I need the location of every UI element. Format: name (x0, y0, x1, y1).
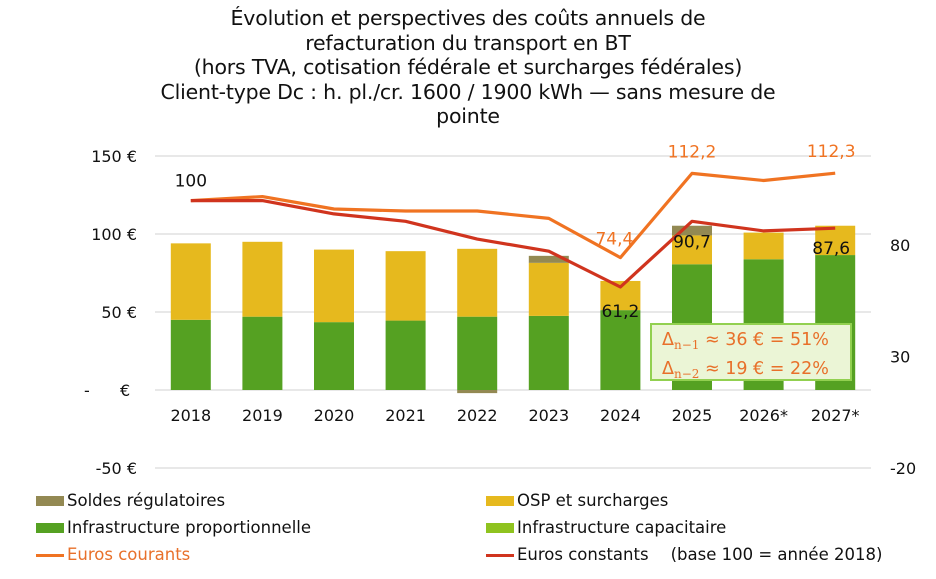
data-label: 61,2 (601, 302, 639, 322)
bar-infrastructure-proportionnelle-2021 (385, 320, 426, 390)
delta-subscript: n−2 (673, 367, 700, 381)
data-label: 87,6 (812, 239, 850, 259)
legend-label: Euros courants (67, 545, 191, 564)
y-axis-right: 80 30 -20 (890, 236, 916, 478)
bar-infrastructure-proportionnelle-2020 (314, 322, 354, 390)
x-tick-label: 2021 (385, 406, 426, 425)
bar-osp-et-surcharges-2026 (743, 232, 784, 260)
delta-text: ≈ 19 € = 22% (699, 359, 829, 379)
x-tick-label: 2022 (457, 406, 498, 425)
legend-item-osp[interactable]: OSP et surcharges (486, 491, 668, 511)
legend-item-euros-constants[interactable]: Euros constants (base 100 = année 2018) (486, 545, 882, 565)
data-label: 74,4 (595, 230, 633, 250)
bar-osp-et-surcharges-2019 (242, 241, 283, 317)
legend-note: (base 100 = année 2018) (670, 545, 883, 564)
legend-label: OSP et surcharges (517, 491, 669, 510)
bar-infrastructure-proportionnelle-2022 (457, 316, 498, 390)
x-tick-label: 2025 (672, 406, 713, 425)
legend-line-euros-courants (36, 553, 64, 557)
bar-infrastructure-proportionnelle-2024 (600, 310, 641, 390)
x-tick-label: 2026* (739, 406, 788, 425)
x-tick-label: 2024 (600, 406, 641, 425)
x-axis-labels: 2018 2019 2020 2021 2022 2023 2024 2025 2026* 202… (170, 406, 859, 425)
legend-item-euros-courants[interactable]: Euros courants (36, 545, 190, 565)
chart-title: Évolution et perspectives des coûts annu… (0, 6, 936, 129)
delta-annotation-box: Δn−1 ≈ 36 € = 51% Δn−2 ≈ 19 € = 22% (650, 323, 852, 381)
title-line-1: Évolution et perspectives des coûts annu… (230, 6, 706, 30)
bar-osp-et-surcharges-2018 (170, 243, 211, 320)
bar-osp-et-surcharges-2020 (314, 249, 354, 323)
y-left-tick-label: - (84, 381, 90, 400)
bar-osp-et-surcharges-2025 (672, 235, 712, 265)
x-tick-label: 2019 (242, 406, 283, 425)
legend-item-infra-cap[interactable]: Infrastructure capacitaire (486, 518, 726, 538)
legend-label: Infrastructure proportionnelle (67, 518, 312, 537)
y-axis-left: 150 € 100 € 50 € - € -50 € (84, 147, 137, 478)
data-labels: 100 74,4 112,2 112,3 61,2 90,7 87,6 (175, 142, 856, 322)
legend-line-euros-constants (486, 553, 514, 557)
delta-line-2: Δn−2 ≈ 19 € = 22% (662, 357, 850, 386)
bar-infrastructure-proportionnelle-2023 (528, 315, 569, 390)
line-euros-constants (190, 199, 836, 289)
delta-symbol: Δ (662, 359, 674, 379)
title-line-5: pointe (436, 104, 500, 128)
delta-line-1: Δn−1 ≈ 36 € = 51% (662, 328, 850, 357)
y-left-tick-label: 100 € (91, 225, 137, 244)
legend-item-soldes[interactable]: Soldes régulatoires (36, 491, 225, 511)
legend-swatch-infra-prop (36, 523, 64, 533)
y-left-tick-label: 150 € (91, 147, 137, 166)
lines (190, 171, 836, 289)
delta-text: ≈ 36 € = 51% (699, 330, 829, 350)
data-label: 90,7 (673, 232, 711, 252)
title-line-3: (hors TVA, cotisation fédérale et surcha… (193, 55, 743, 79)
x-tick-label: 2020 (314, 406, 355, 425)
x-tick-label: 2027* (811, 406, 860, 425)
data-label: 112,2 (668, 142, 717, 162)
bar-soldes-r-gulatoires-2023 (528, 255, 569, 263)
x-tick-label: 2023 (528, 406, 569, 425)
legend-swatch-infra-cap (486, 523, 514, 533)
legend-label: Euros constants (517, 545, 649, 564)
y-left-tick-label: -50 € (96, 459, 137, 478)
bar-infrastructure-proportionnelle-2019 (242, 316, 283, 390)
line-euros-courants (190, 171, 836, 260)
legend-swatch-osp (486, 496, 514, 506)
legend-swatch-soldes (36, 496, 64, 506)
bar-soldes-r-gulatoires-2022 (457, 390, 498, 394)
bar-soldes-r-gulatoires-2025 (672, 225, 712, 236)
legend-label: Infrastructure capacitaire (517, 518, 727, 537)
legend-item-infra-prop[interactable]: Infrastructure proportionnelle (36, 518, 311, 538)
x-tick-label: 2018 (170, 406, 211, 425)
y-right-tick-label: -20 (890, 459, 916, 478)
data-label: 100 (175, 172, 207, 192)
bar-osp-et-surcharges-2021 (385, 251, 426, 321)
bar-osp-et-surcharges-2027 (815, 225, 856, 256)
bar-osp-et-surcharges-2022 (457, 248, 498, 317)
delta-symbol: Δ (662, 330, 674, 350)
y-right-tick-label: 30 (890, 348, 910, 367)
title-line-4: Client-type Dc : h. pl./cr. 1600 / 1900 … (160, 79, 776, 104)
y-left-tick-label: 50 € (101, 303, 137, 322)
y-left-tick-label: € (120, 381, 130, 400)
y-right-tick-label: 80 (890, 236, 910, 255)
data-label: 112,3 (807, 142, 856, 162)
legend-label: Soldes régulatoires (67, 491, 226, 510)
delta-subscript: n−1 (673, 338, 700, 352)
bar-osp-et-surcharges-2023 (528, 262, 569, 316)
title-line-2: refacturation du transport en BT (305, 30, 631, 55)
bar-infrastructure-proportionnelle-2018 (170, 319, 211, 390)
